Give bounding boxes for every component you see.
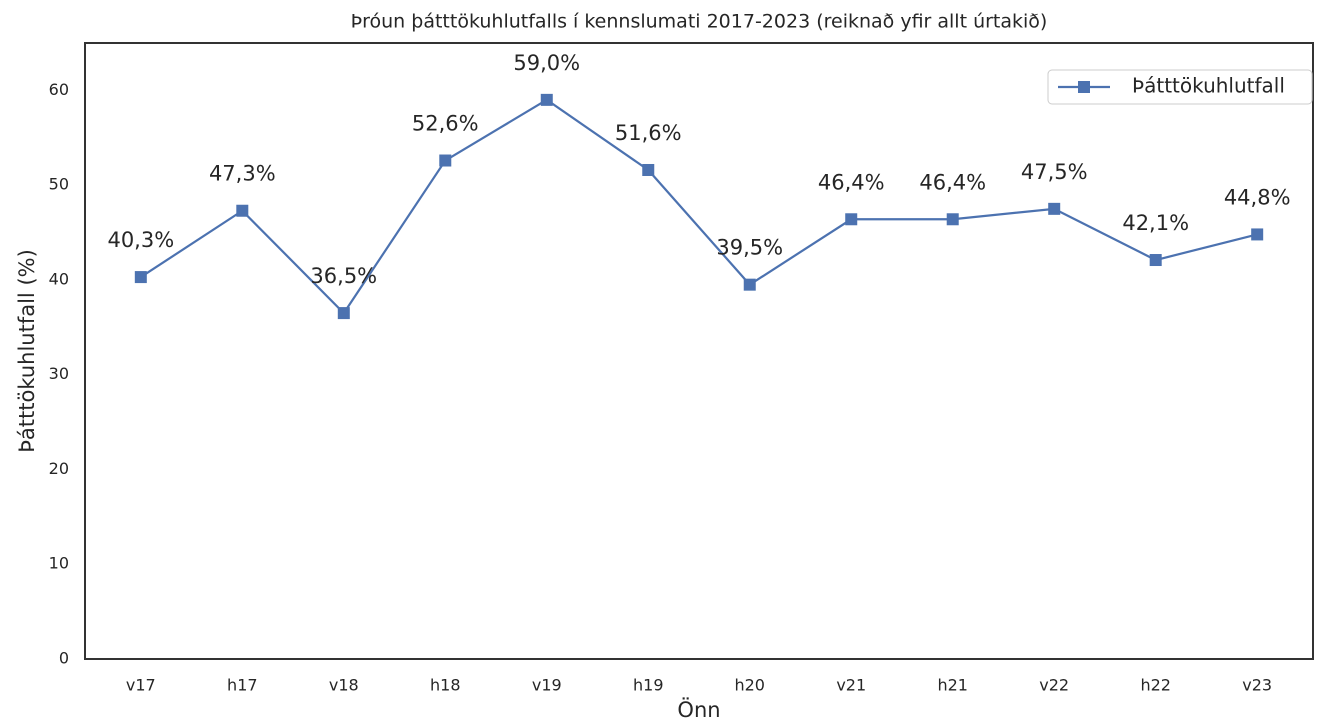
x-tick-label: h17 [227, 676, 258, 695]
data-label: 46,4% [818, 170, 885, 194]
y-tick-label: 40 [49, 269, 69, 288]
plot-frame [84, 42, 1314, 660]
data-point [743, 278, 756, 291]
x-tick-label: v23 [1242, 676, 1272, 695]
data-point [337, 307, 350, 320]
data-point [540, 93, 553, 106]
data-label: 39,5% [716, 236, 783, 260]
data-label: 36,5% [310, 264, 377, 288]
y-tick-label: 50 [49, 175, 69, 194]
x-tick-label: v17 [126, 676, 156, 695]
y-axis-label: Þátttökuhlutfall (%) [15, 249, 39, 453]
data-label: 59,0% [513, 51, 580, 75]
y-tick-label: 60 [49, 80, 69, 99]
x-tick-label: v22 [1039, 676, 1069, 695]
x-tick-label: v19 [532, 676, 562, 695]
x-axis-label: Önn [677, 697, 720, 722]
data-point [134, 271, 147, 284]
data-label: 40,3% [107, 228, 174, 252]
x-tick-label: h20 [734, 676, 765, 695]
data-label: 51,6% [615, 121, 682, 145]
data-point [1149, 254, 1162, 267]
x-tick-label: v18 [329, 676, 359, 695]
data-point [1048, 202, 1061, 215]
data-label: 47,3% [209, 162, 276, 186]
x-tick-label: h22 [1140, 676, 1171, 695]
legend-box [1047, 69, 1313, 105]
y-tick-label: 0 [59, 649, 69, 668]
data-point [439, 154, 452, 167]
data-point [946, 213, 959, 226]
y-tick-label: 10 [49, 554, 69, 573]
data-line [140, 98, 1258, 315]
x-tick-label: h21 [937, 676, 968, 695]
data-label: 47,5% [1021, 160, 1088, 184]
y-tick-label: 20 [49, 459, 69, 478]
data-point [236, 204, 249, 217]
legend-marker [1078, 81, 1090, 93]
data-point [1251, 228, 1264, 241]
legend-label: Þátttökuhlutfall [1132, 74, 1285, 98]
y-tick-label: 30 [49, 364, 69, 383]
data-label: 52,6% [412, 112, 479, 136]
data-label: 46,4% [919, 170, 986, 194]
data-point [642, 163, 655, 176]
chart-title: Þróun þátttökuhlutfalls í kennslumati 20… [351, 11, 1048, 33]
data-label: 44,8% [1224, 185, 1291, 209]
x-tick-label: v21 [836, 676, 866, 695]
data-point [845, 213, 858, 226]
x-tick-label: h19 [633, 676, 664, 695]
data-label: 42,1% [1122, 211, 1189, 235]
x-tick-label: h18 [430, 676, 461, 695]
